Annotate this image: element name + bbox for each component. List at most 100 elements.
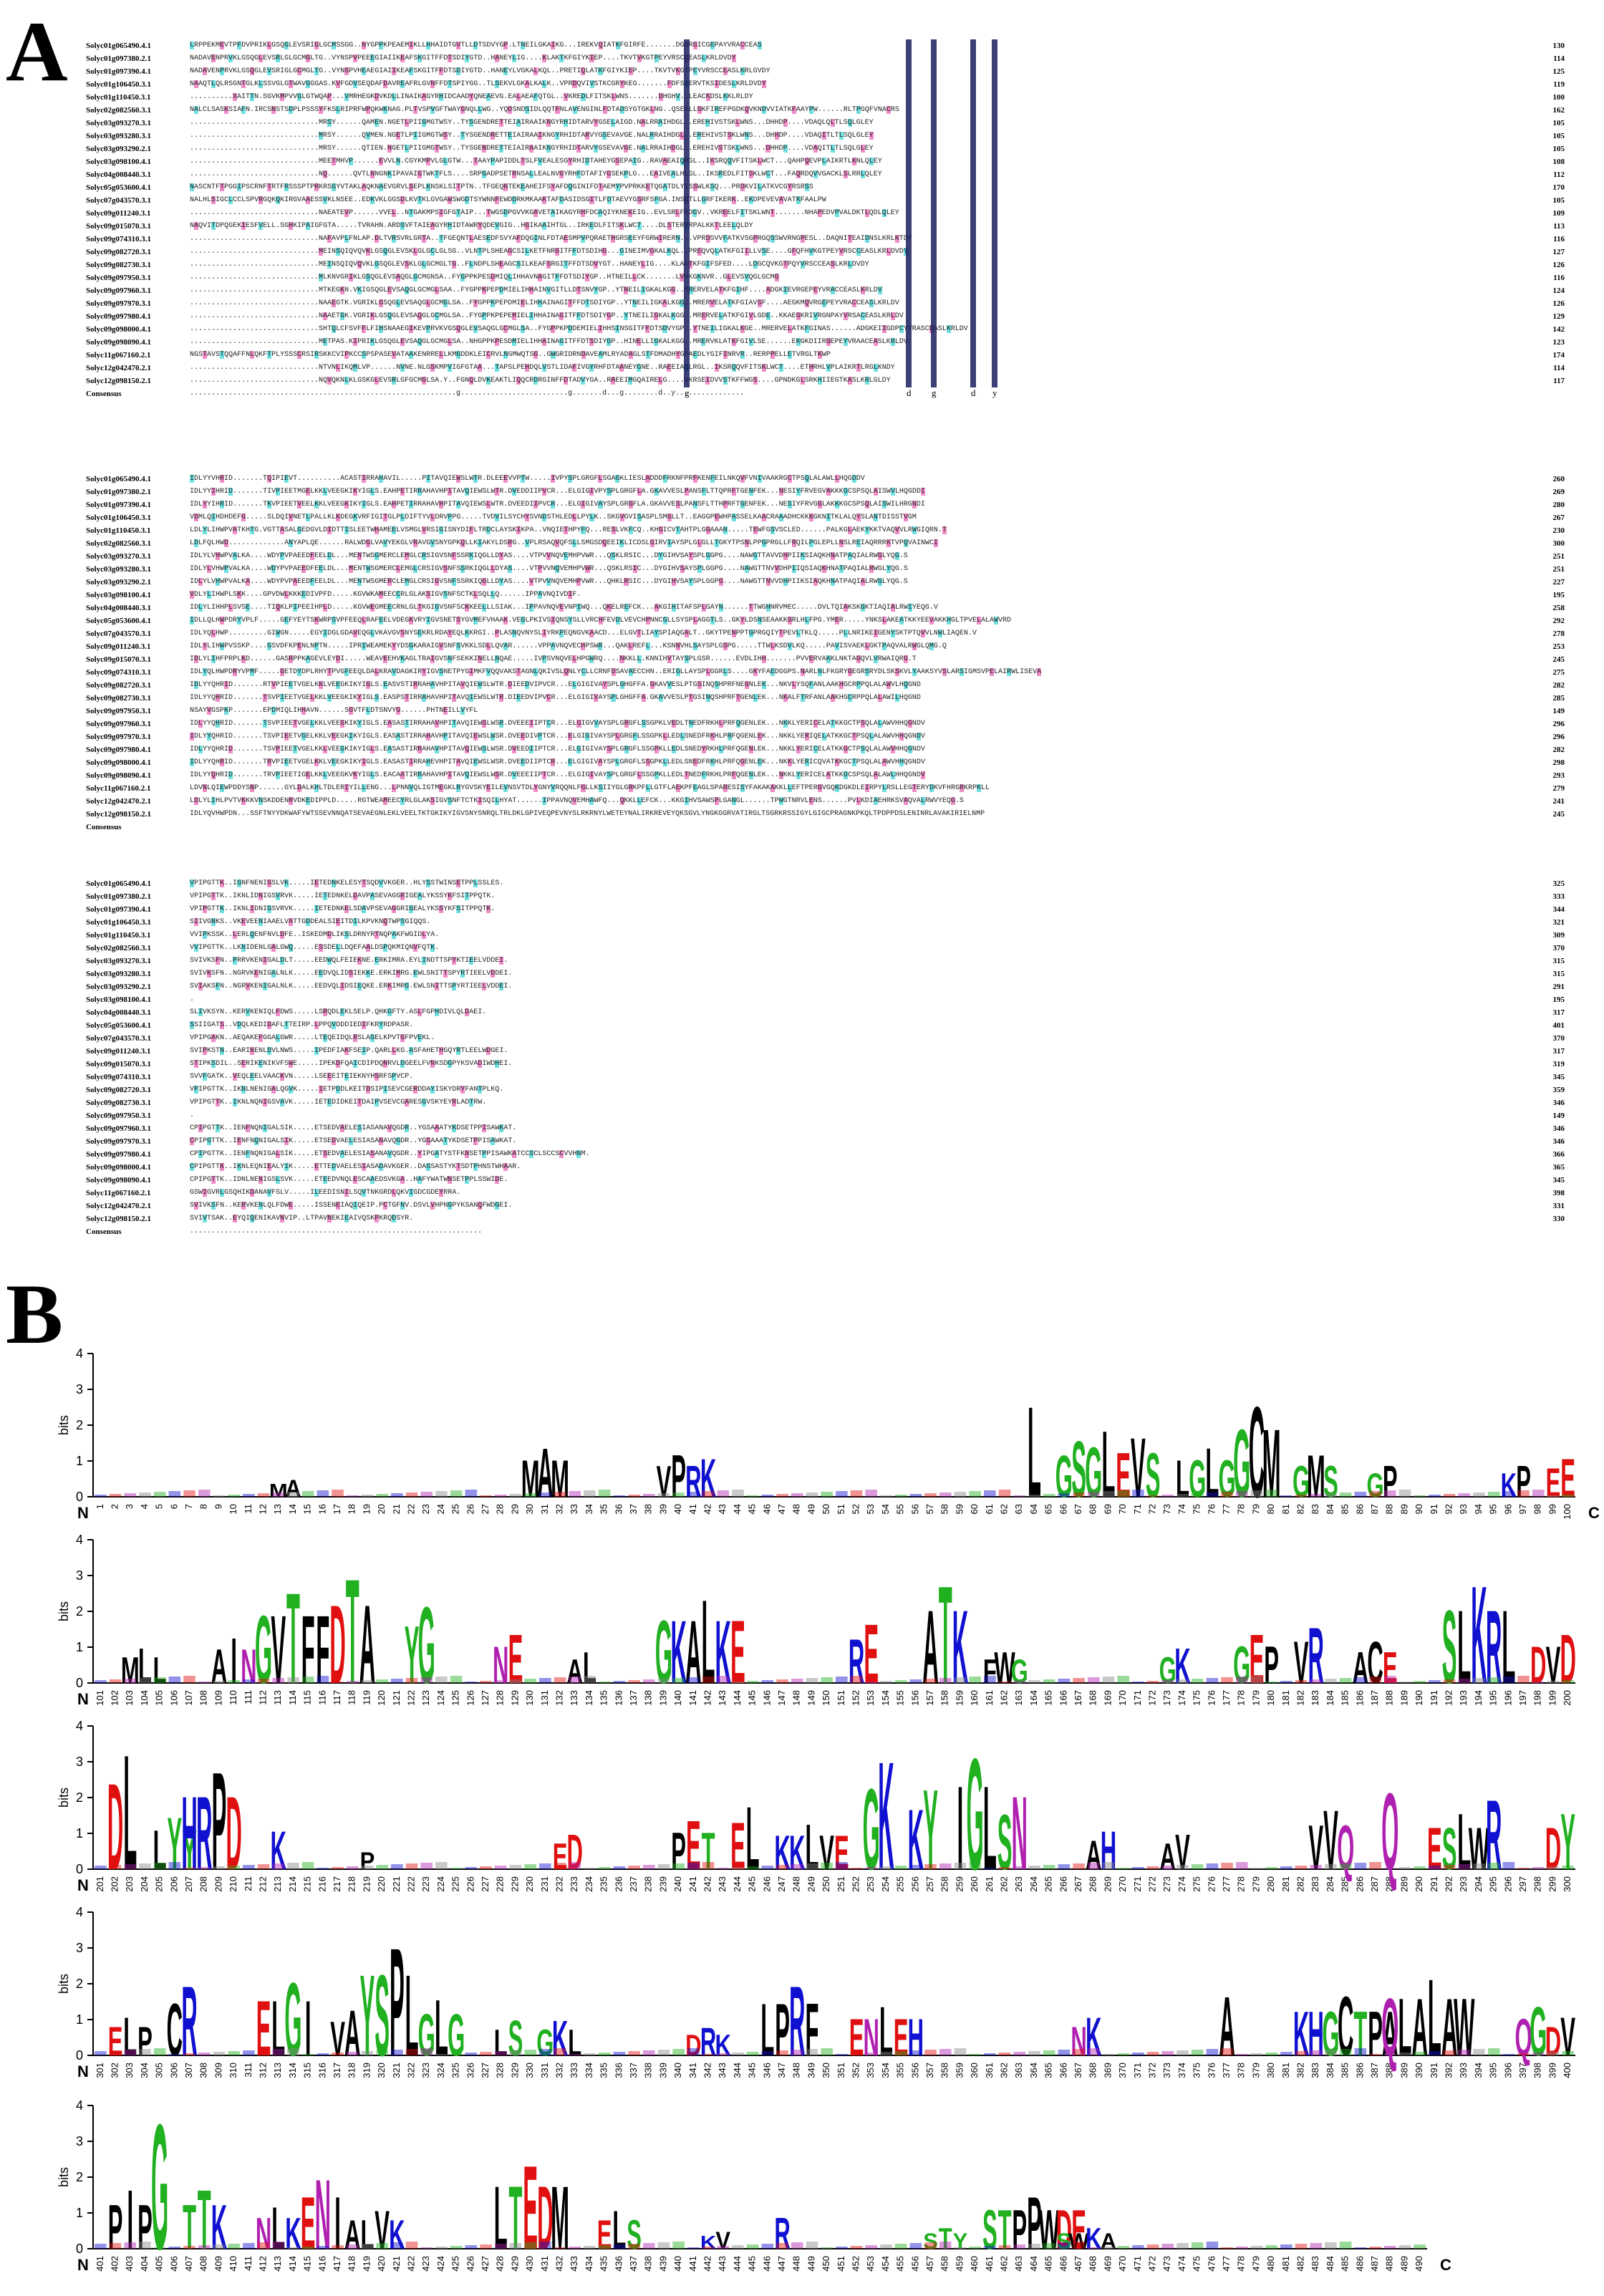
position-label: 131 (539, 1690, 550, 1706)
sequence-id: Solyc01g106450.3.1 (86, 918, 152, 927)
logo-minor-stack (450, 1490, 463, 1497)
position-label: 367 (1073, 2063, 1083, 2078)
logo-letter: E (1383, 1643, 1398, 1693)
position-label: 156 (909, 1690, 920, 1706)
logo-minor-stack (272, 2242, 285, 2249)
sequence-end-position: 317 (1552, 1008, 1565, 1017)
logo-minor-stack (1414, 1866, 1426, 1869)
logo-minor-stack (1265, 1867, 1277, 1869)
logo-minor-stack (554, 1863, 566, 1869)
logo-minor-stack (1028, 1680, 1040, 1683)
position-label: 18 (347, 1504, 357, 1514)
position-label: 260 (969, 1876, 980, 1892)
position-label: 318 (347, 2063, 357, 2078)
sequence-end-position: 126 (1552, 299, 1565, 308)
position-label: 436 (613, 2256, 624, 2272)
sequence-end-position: 124 (1552, 286, 1565, 295)
sequence-end-position: 325 (1552, 879, 1565, 888)
logo-letter: C (1367, 1630, 1383, 1697)
logo-letter: V (1175, 1825, 1190, 1880)
logo-letter: V (1308, 1813, 1323, 1883)
sequence-id: Solyc01g106450.3.1 (86, 513, 152, 522)
sequence-id: Solyc03g093290.2.1 (86, 983, 152, 991)
logo-minor-stack (243, 1679, 255, 1683)
logo-minor-stack (124, 1493, 137, 1497)
position-label: 477 (1221, 2256, 1232, 2272)
position-label: 75 (1192, 1504, 1202, 1514)
position-label: 187 (1369, 1690, 1380, 1706)
logo-minor-stack (1117, 1676, 1129, 1683)
logo-minor-stack (584, 2246, 596, 2249)
sequence-residues: ..............................SHTQLCFSVF… (190, 325, 968, 333)
position-label: 426 (465, 2256, 475, 2272)
logo-minor-stack (257, 2242, 270, 2249)
position-label: 110 (228, 1690, 238, 1705)
position-label: 271 (1132, 1876, 1143, 1892)
sequence-id: Solyc02g082560.3.1 (86, 539, 152, 548)
sequence-residues: IDLYYIHRID.......TIVPIEETMGELKKLVEEGKIKY… (190, 488, 925, 496)
logo-letter: M (521, 1450, 540, 1508)
position-label: 119 (361, 1690, 372, 1705)
logo-letter: C (1338, 1980, 1353, 2074)
sequence-id: Solyc03g093270.3.1 (86, 119, 152, 127)
position-label: 66 (1058, 1504, 1068, 1514)
sequence-end-position: 241 (1552, 797, 1565, 806)
logo-minor-stack (1117, 2053, 1129, 2055)
logo-minor-stack (702, 2247, 715, 2249)
sequence-id: Solyc03g093270.3.1 (86, 957, 152, 965)
sequence-residues: CPIPGTTK..IENFNQNIGALSIK.....ETSEDVAELES… (190, 1150, 590, 1158)
logo-minor-stack (332, 1867, 344, 1869)
position-label: 48 (791, 1504, 802, 1514)
logo-minor-stack (806, 1678, 818, 1683)
logo-minor-stack (509, 2050, 522, 2055)
logo-minor-stack (1073, 1492, 1085, 1497)
sequence-end-position: 359 (1552, 1086, 1565, 1094)
sequence-id: Solyc12g042470.2.1 (86, 1202, 152, 1210)
logo-minor-stack (1458, 2050, 1471, 2055)
position-label: 394 (1473, 2063, 1484, 2078)
logo-letter: K (878, 1730, 894, 1902)
position-label: 417 (332, 2256, 342, 2272)
logo-letter: R (196, 1776, 212, 1892)
sequence-id: Solyc05g053600.4.1 (86, 183, 152, 192)
logo-letter: E (730, 1603, 745, 1703)
position-label: 225 (450, 1876, 461, 1892)
position-label: 215 (302, 1876, 313, 1892)
logo-minor-stack (1013, 2052, 1026, 2055)
logo-letter: G (967, 1725, 984, 1903)
position-label: 245 (747, 1876, 758, 1892)
logo-minor-stack (376, 1494, 388, 1497)
logo-minor-stack (969, 2247, 981, 2249)
position-label: 383 (1310, 2063, 1320, 2078)
logo-minor-stack (1013, 1866, 1026, 1869)
logo-minor-stack (969, 1491, 981, 1497)
logo-minor-stack (1235, 1491, 1248, 1497)
sequence-end-position: 346 (1552, 1137, 1565, 1146)
logo-minor-stack (465, 2053, 478, 2055)
sequence-end-position: 260 (1552, 475, 1565, 483)
position-label: 20 (376, 1504, 387, 1514)
logo-minor-stack (1221, 1677, 1233, 1683)
logo-minor-stack (628, 1866, 640, 1869)
position-label: 290 (1414, 1876, 1424, 1892)
y-tick-label: 3 (76, 1941, 83, 1955)
logo-letter: L (271, 1985, 285, 2073)
position-label: 171 (1132, 1690, 1143, 1706)
position-label: 234 (584, 1876, 594, 1892)
logo-letter: D (1545, 1816, 1561, 1883)
position-label: 218 (347, 1876, 357, 1892)
logo-minor-stack (791, 1864, 803, 1869)
logo-letter: G (1011, 1654, 1028, 1691)
sequence-residues: IDLYLVHWPVALKA....WDYPVPAEEDFEELDL...MEN… (190, 552, 908, 560)
logo-letter: W (994, 1643, 1015, 1693)
logo-minor-stack (1132, 1490, 1144, 1497)
position-label: 179 (1250, 1690, 1261, 1706)
logo-letter: G (1189, 1450, 1206, 1508)
logo-minor-stack (420, 1863, 433, 1869)
logo-minor-stack (1177, 1494, 1189, 1497)
logo-minor-stack (969, 1677, 981, 1683)
position-label: 68 (1088, 1504, 1098, 1514)
logo-minor-stack (569, 1677, 581, 1683)
sequence-id: Solyc12g098150.2.1 (86, 810, 152, 819)
